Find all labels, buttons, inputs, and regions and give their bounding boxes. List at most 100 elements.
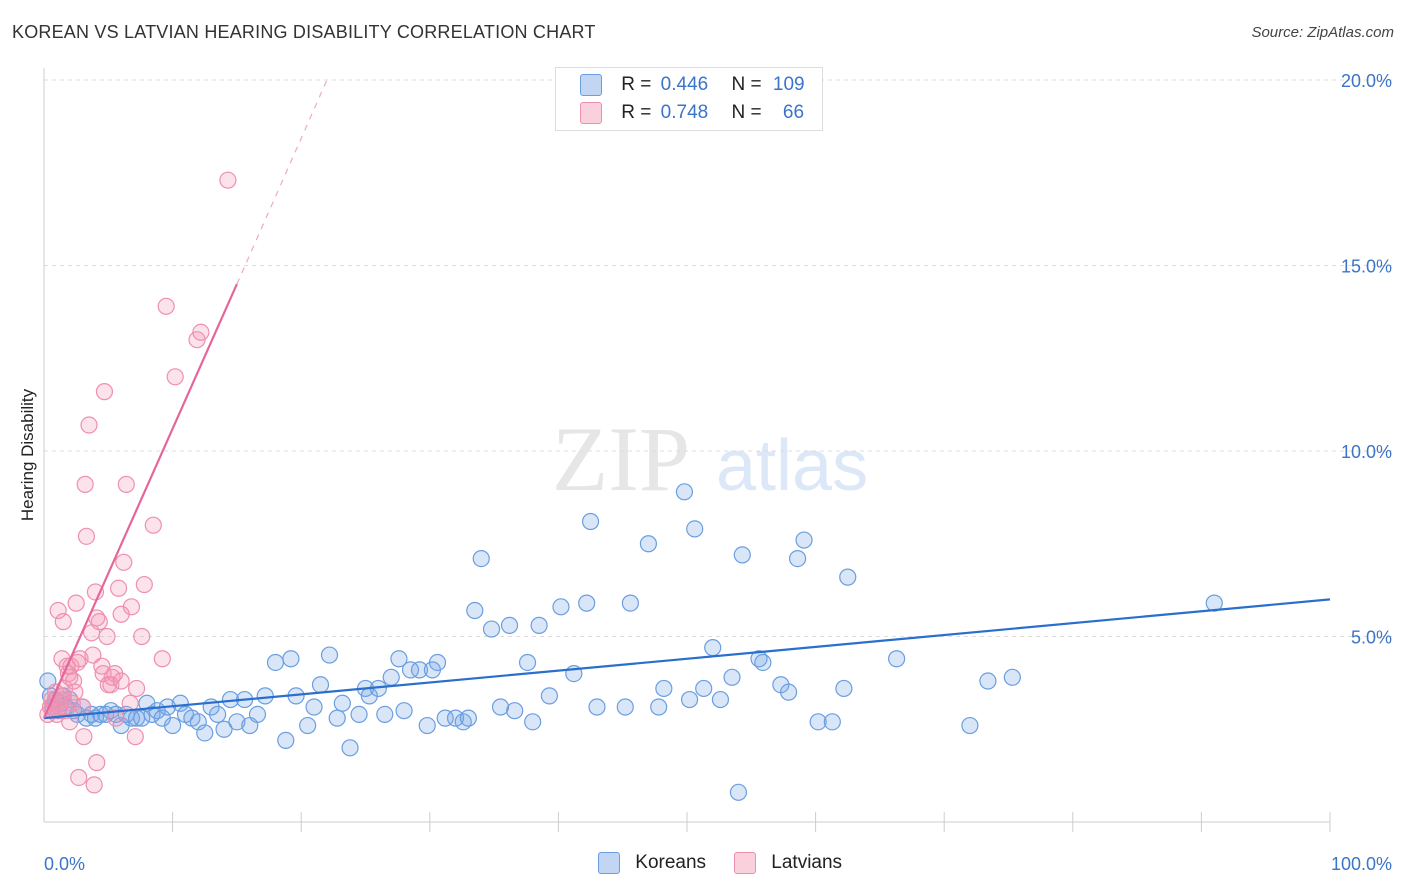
latvian-point <box>127 679 146 698</box>
korean-point <box>282 650 300 668</box>
latvian-point <box>153 650 171 668</box>
latvian-swatch <box>580 102 602 124</box>
latvian-point <box>192 323 210 341</box>
korean-point <box>655 679 673 698</box>
latvian-point <box>85 776 103 794</box>
latvian-point <box>88 754 106 772</box>
korean-point <box>491 698 510 716</box>
latvian-point <box>112 672 130 690</box>
korean-point <box>418 716 436 735</box>
korean-point <box>196 724 214 742</box>
latvian-point <box>54 613 72 631</box>
latvian-point <box>80 416 98 434</box>
korean-point <box>459 709 477 727</box>
korean-point <box>695 679 713 698</box>
korean-point <box>428 653 447 672</box>
latvian-point <box>135 575 153 594</box>
source-label: Source: ZipAtlas.com <box>1251 24 1394 41</box>
korean-trend-line <box>43 598 1331 720</box>
legend-n-label: N = <box>731 74 762 96</box>
korean-point <box>788 549 807 568</box>
korean-point <box>704 639 722 657</box>
korean-point <box>809 713 827 731</box>
korean-point <box>305 698 323 716</box>
korean-point <box>680 690 699 709</box>
latvian-point <box>63 694 81 712</box>
legend-n-value: 109 <box>772 74 805 96</box>
x-ticks <box>172 812 1331 832</box>
latvian-point <box>133 627 151 646</box>
korean-point <box>299 716 317 735</box>
latvian-trend-extension <box>236 79 328 285</box>
latvian-point <box>115 553 133 571</box>
latvian-point <box>107 709 125 727</box>
korean-point <box>341 739 359 757</box>
latvian-points <box>39 171 237 794</box>
korean-point <box>888 650 906 668</box>
latvian-point <box>76 475 94 493</box>
y-tick-label: 10.0% <box>1341 442 1392 462</box>
bottom-legend-koreans-label: Koreans <box>635 852 707 874</box>
korean-point <box>723 668 741 686</box>
latvian-trend-line <box>42 283 238 719</box>
korean-point <box>164 716 182 735</box>
latvian-swatch <box>734 852 756 874</box>
korean-point <box>320 646 339 664</box>
y-tick-label: 20.0% <box>1341 71 1392 91</box>
korean-point <box>540 687 558 705</box>
legend-row-koreans: R = 0.446 N = 109 <box>580 74 805 96</box>
korean-point <box>711 690 730 709</box>
chart-title: KOREAN VS LATVIAN HEARING DISABILITY COR… <box>12 22 596 42</box>
legend-r-label: R = <box>621 102 652 124</box>
legend-r-label: R = <box>621 74 652 96</box>
latvian-point <box>95 383 114 401</box>
korean-point <box>578 594 596 612</box>
latvian-point <box>75 728 93 746</box>
latvian-point <box>73 698 92 716</box>
korean-point <box>795 531 813 549</box>
korean-point <box>266 653 285 672</box>
korean-point <box>588 698 606 716</box>
korean-point <box>277 731 295 749</box>
korean-point <box>376 705 394 724</box>
latvian-point <box>121 694 139 712</box>
korean-point <box>333 694 351 712</box>
latvian-point <box>61 713 79 731</box>
latvian-point <box>112 605 130 623</box>
korean-point <box>823 713 841 731</box>
korean-point <box>466 601 484 620</box>
korean-point <box>639 535 658 553</box>
watermark-zip: ZIP <box>552 408 690 510</box>
latvian-point <box>70 768 88 787</box>
latvian-point <box>109 579 128 597</box>
korean-point <box>754 653 772 672</box>
korean-swatch <box>580 74 602 96</box>
korean-point <box>328 709 346 727</box>
korean-point <box>686 520 704 538</box>
latvian-point <box>98 627 116 646</box>
watermark: ZIP atlas <box>552 408 868 510</box>
bottom-legend-koreans: Koreans <box>598 852 706 874</box>
watermark-atlas: atlas <box>716 426 868 506</box>
korean-point <box>390 650 408 668</box>
latvian-point <box>84 646 102 664</box>
korean-point <box>482 620 501 638</box>
korean-point <box>311 676 330 694</box>
korean-point <box>506 702 524 720</box>
korean-point <box>530 616 548 634</box>
latvian-point <box>166 368 184 386</box>
y-tick-label: 5.0% <box>1351 628 1392 648</box>
legend-row-latvians: R = 0.748 N = 66 <box>580 102 804 124</box>
korean-point <box>733 546 751 564</box>
latvian-point <box>67 594 85 612</box>
korean-point <box>650 698 668 716</box>
korean-point <box>961 716 979 735</box>
korean-point <box>581 512 600 531</box>
korean-point <box>621 594 640 612</box>
legend-n-label: N = <box>731 102 762 124</box>
korean-point <box>215 720 233 738</box>
bottom-legend-latvians: Latvians <box>734 852 842 874</box>
korean-point <box>524 713 542 731</box>
korean-swatch <box>598 852 620 874</box>
